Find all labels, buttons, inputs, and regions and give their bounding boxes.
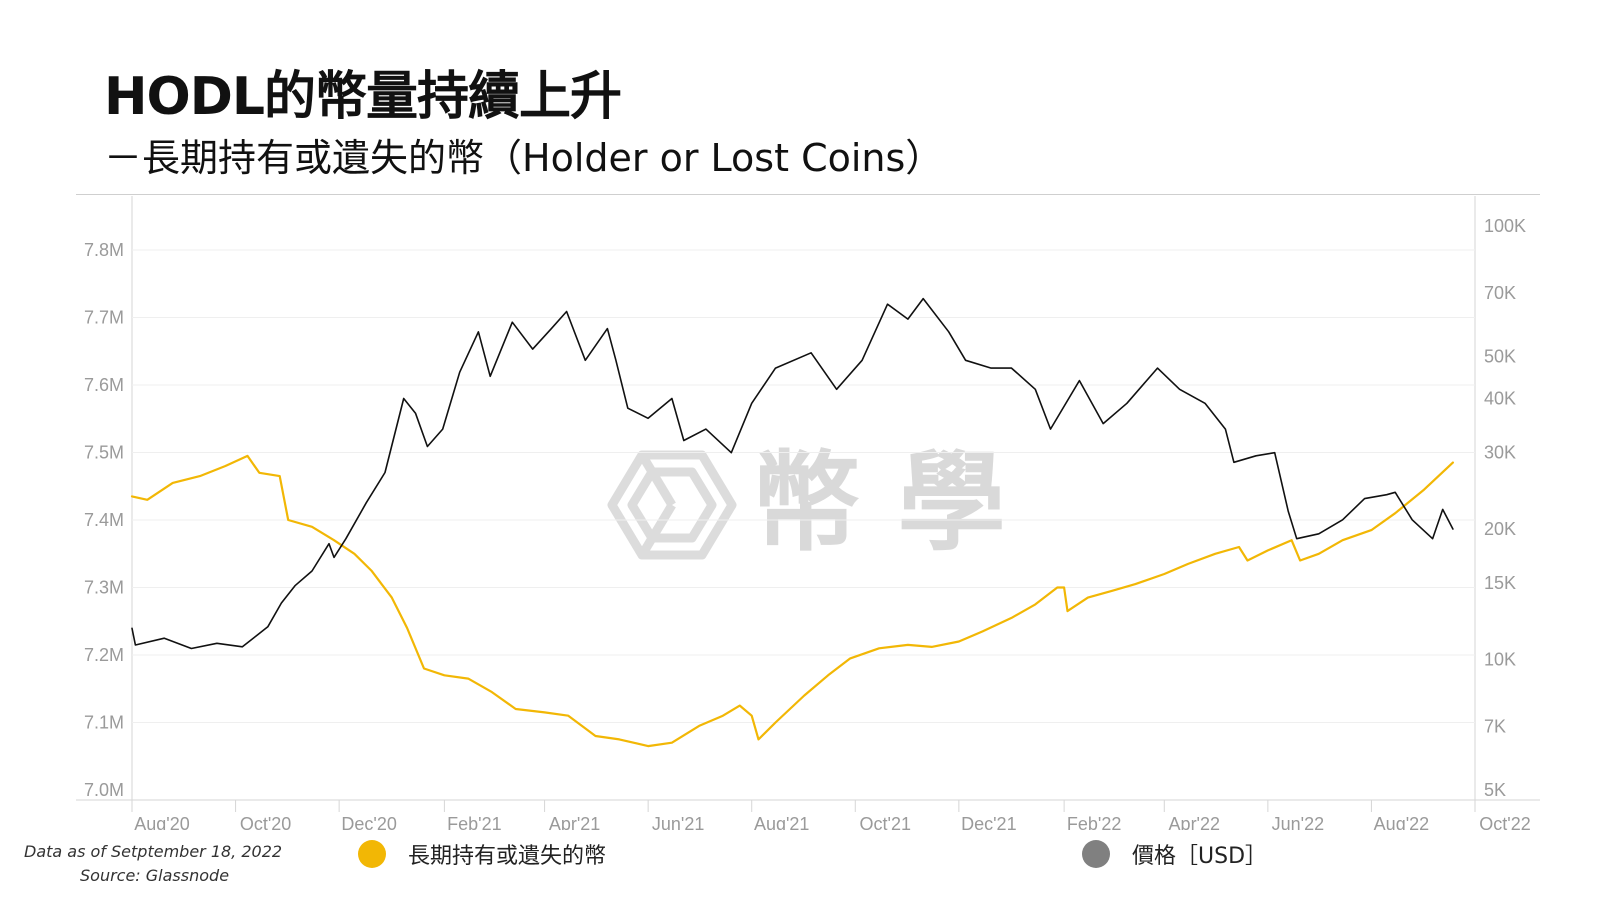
page-subtitle: －長期持有或遺失的幣（Holder or Lost Coins） (104, 136, 944, 180)
x-tick-label: Jun'22 (1272, 814, 1324, 830)
left-tick-label: 7.3M (84, 578, 124, 598)
watermark: 幣 學 (607, 441, 1006, 566)
left-tick-label: 7.2M (84, 645, 124, 665)
series-line-price (131, 297, 1454, 650)
left-axis: 7.0M 7.1M 7.2M 7.3M 7.4M 7.5M 7.6M 7.7M 7.8M (84, 240, 124, 800)
left-tick-label: 7.6M (84, 375, 124, 395)
x-tick-label: Apr'22 (1169, 814, 1220, 830)
right-tick-label: 5K (1484, 780, 1506, 800)
left-tick-label: 7.1M (84, 713, 124, 733)
x-tick-label: Dec'20 (341, 814, 396, 830)
right-tick-label: 30K (1484, 443, 1516, 463)
right-tick-label: 7K (1484, 717, 1506, 737)
legend-item-price: 價格［USD］ (1082, 836, 1267, 872)
page-title: HODL的幣量持續上升 (104, 67, 622, 127)
legend-item-hodl: 長期持有或遺失的幣 (358, 836, 606, 872)
title-divider (76, 194, 1540, 195)
right-tick-label: 50K (1484, 346, 1516, 366)
watermark-text: 幣 學 (752, 441, 1006, 566)
right-tick-label: 20K (1484, 519, 1516, 539)
right-tick-label: 70K (1484, 283, 1516, 303)
x-tick-label: Jun'21 (652, 814, 704, 830)
legend-label-price: 價格［USD］ (1132, 844, 1268, 869)
left-tick-label: 7.5M (84, 443, 124, 463)
data-date-note: Data as of Setptember 18, 2022 (24, 842, 283, 861)
series-line-hodl (130, 454, 1455, 748)
left-tick-label: 7.0M (84, 780, 124, 800)
left-tick-label: 7.4M (84, 510, 124, 530)
x-tick-label: Oct'21 (860, 814, 911, 830)
legend-swatch-hodl (358, 840, 386, 868)
x-tick-label: Oct'22 (1479, 814, 1530, 830)
x-tick-label: Feb'21 (447, 814, 501, 830)
chart-area: 幣 學 7.0M 7.1M 7.2M 7.3M 7.4M 7.5M 7.6M 7.7M 7.8M… (76, 196, 1540, 830)
right-tick-label: 10K (1484, 650, 1516, 670)
x-tick-label: Aug'22 (1374, 814, 1430, 830)
source-note: Source: Glassnode (80, 866, 230, 885)
right-tick-label: 100K (1484, 216, 1526, 236)
watermark-logo-icon (607, 450, 737, 560)
legend-swatch-price (1082, 840, 1110, 868)
x-tick-label: Feb'22 (1067, 814, 1121, 830)
x-tick-label: Apr'21 (549, 814, 600, 830)
left-tick-label: 7.8M (84, 240, 124, 260)
x-tick-label: Aug'21 (754, 814, 810, 830)
x-axis: Aug'20 Oct'20 Dec'20 Feb'21 Apr'21 Jun'21 Aug'… (131, 800, 1531, 830)
x-tick-label: Oct'20 (240, 814, 291, 830)
right-axis: 5K 7K 10K 15K 20K 30K 40K 50K 70K 100K (1484, 216, 1526, 800)
left-tick-label: 7.7M (84, 308, 124, 328)
legend-label-hodl: 長期持有或遺失的幣 (408, 844, 607, 869)
right-tick-label: 40K (1484, 389, 1516, 409)
right-tick-label: 15K (1484, 573, 1516, 593)
x-tick-label: Dec'21 (961, 814, 1016, 830)
series-group (130, 297, 1455, 748)
x-tick-label: Aug'20 (134, 814, 190, 830)
